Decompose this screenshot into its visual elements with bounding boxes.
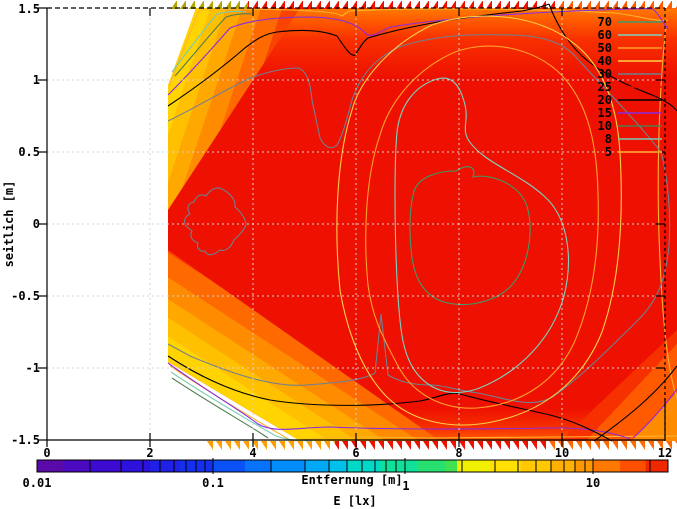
contour-path (168, 8, 669, 87)
contour-path (394, 77, 569, 393)
contour-path (169, 365, 677, 442)
contour-level-15 (167, 8, 677, 440)
nodata-cut-topleft (168, 8, 196, 85)
colorbar-gradient (36, 459, 669, 473)
field-corner-topleft (168, 8, 300, 210)
legend-label: 10 (598, 119, 612, 133)
sawtooth-top-orange (558, 1, 677, 9)
colorbar-tick-labels: 0.01 0.1 1 10 (23, 476, 601, 493)
y-axis-tick-labels: 1.5 1 0.5 0 -0.5 -1 -1.5 (11, 2, 40, 447)
x-tick-label: 6 (352, 446, 359, 460)
contours (167, 3, 677, 442)
legend-label: 40 (598, 54, 612, 68)
legend-label: 20 (598, 93, 612, 107)
sawtooth-bottom-orangered (548, 441, 677, 450)
sawtooth-bottom-orange (205, 441, 335, 450)
sawtooth-bottom-red (335, 441, 548, 450)
x-axis-title: Entfernung [m] (301, 473, 402, 487)
sawtooth-overshoot (168, 1, 677, 450)
x-tick-label: 2 (146, 446, 153, 460)
legend-row: 10 (598, 119, 662, 133)
field-corner-bottomright (560, 330, 677, 441)
contour-level-40 (336, 15, 622, 426)
y-tick-label: -1 (26, 361, 40, 375)
contour-level-60 (394, 77, 569, 393)
y-axis-title: seitlich [m] (2, 181, 16, 268)
legend-label: 25 (598, 80, 612, 94)
contour-level-10 (171, 13, 269, 439)
legend-row: 25 (598, 80, 662, 94)
contour-path (167, 362, 631, 440)
colorbar-tick-label: 1 (402, 479, 409, 493)
legend-row: 15 (598, 106, 662, 120)
contour-path (171, 377, 269, 439)
contour-path (593, 365, 677, 442)
contour-level-70 (409, 166, 531, 305)
legend-row: 30 (598, 67, 662, 81)
legend-label: 30 (598, 67, 612, 81)
contour-path (171, 10, 247, 73)
x-tick-label: 10 (555, 446, 569, 460)
y-tick-label: 1 (33, 73, 40, 87)
sawtooth-top-red (248, 1, 558, 9)
legend-row: 5 (605, 145, 662, 159)
colorbar-title: E [lx] (333, 494, 376, 508)
contour-path (174, 13, 253, 77)
grid-lines (47, 8, 665, 440)
contour-path (167, 8, 669, 96)
x-tick-label: 12 (658, 446, 672, 460)
y-tick-label: 0 (33, 217, 40, 231)
x-tick-label: 8 (455, 446, 462, 460)
colorbar-tick-label: 0.01 (23, 476, 52, 490)
y-tick-label: -1.5 (11, 433, 40, 447)
legend-label: 15 (598, 106, 612, 120)
contour-legend: 70 60 50 40 30 25 20 15 (598, 15, 662, 159)
y-tick-label: 1.5 (18, 2, 40, 16)
legend-row: 20 (598, 93, 662, 107)
nodata-cut-bottomleft (168, 362, 300, 441)
x-tick-label: 0 (43, 446, 50, 460)
colorbar-tick-label: 0.1 (202, 476, 224, 490)
colorbar-ticks (89, 458, 651, 474)
contour-path (336, 15, 622, 426)
y-tick-label: 0.5 (18, 145, 40, 159)
x-tick-label: 4 (249, 446, 256, 460)
contour-level-50 (365, 45, 599, 409)
legend-row: 40 (598, 54, 662, 68)
contour-path (167, 3, 550, 107)
colorbar: 0.01 0.1 1 10 E [lx] (23, 458, 669, 508)
contour-level-30 (167, 34, 671, 404)
legend-row: 60 (598, 28, 662, 42)
legend-label: 8 (605, 132, 612, 146)
contour-path (632, 388, 677, 439)
y-tick-label: -0.5 (11, 289, 40, 303)
legend-label: 60 (598, 28, 612, 42)
field-corner-bottomleft (168, 250, 440, 441)
contour-path (167, 34, 671, 404)
legend-row: 70 (598, 15, 662, 29)
contour-level-5 (168, 8, 677, 442)
contour-path (548, 3, 677, 112)
x-axis-tick-labels: 0 2 4 6 8 10 12 (43, 446, 672, 460)
colorbar-tick-label: 10 (586, 476, 600, 490)
legend-label: 70 (598, 15, 612, 29)
legend-row: 50 (598, 41, 662, 55)
contour-path (365, 45, 599, 409)
contour-path (657, 25, 677, 399)
contour-path (184, 187, 247, 256)
legend-row: 8 (605, 132, 662, 146)
legend-label: 5 (605, 145, 612, 159)
contour-path (409, 166, 531, 305)
axis-ticks (38, 7, 665, 447)
sawtooth-top-olive (168, 1, 248, 9)
legend-label: 50 (598, 41, 612, 55)
